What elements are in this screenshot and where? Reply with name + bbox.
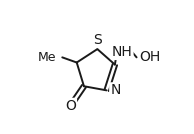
Text: Me: Me [38,51,56,64]
Text: N: N [110,83,121,97]
Text: OH: OH [140,50,161,64]
Text: O: O [65,99,76,113]
Text: S: S [93,33,102,47]
Text: NH: NH [112,45,133,59]
